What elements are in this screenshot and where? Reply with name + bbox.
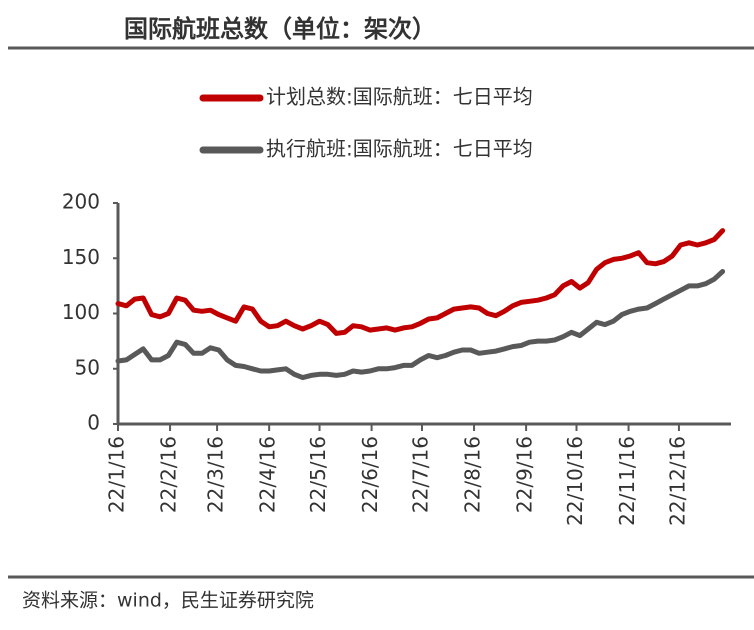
x-tick-label: 22/1/16 [105,436,129,513]
x-tick-label: 22/6/16 [358,436,382,513]
x-tick-label: 22/5/16 [306,436,330,513]
chart-title: 国际航班总数（单位：架次） [124,15,436,43]
y-tick-label: 0 [87,411,100,435]
x-tick-label: 22/3/16 [204,436,228,513]
legend-label: 执行航班:国际航班：七日平均 [266,137,533,161]
x-tick-label: 22/7/16 [408,436,432,513]
y-tick-label: 50 [75,355,100,379]
data-line [115,269,726,381]
x-tick-label: 22/9/16 [513,436,537,513]
x-tick-label: 22/2/16 [157,436,181,513]
legend-label: 计划总数:国际航班：七日平均 [266,85,533,109]
x-tick-label: 22/8/16 [461,436,485,513]
x-tick-label: 22/4/16 [256,436,280,513]
source-note: 资料来源：wind，民生证券研究院 [22,590,314,612]
y-tick-label: 200 [62,190,100,214]
x-tick-label: 22/10/16 [563,436,587,526]
y-tick-label: 100 [62,300,100,324]
x-tick-label: 22/11/16 [615,436,639,526]
x-tick-label: 22/12/16 [665,436,689,526]
y-tick-label: 150 [62,245,100,269]
data-line [115,228,726,336]
